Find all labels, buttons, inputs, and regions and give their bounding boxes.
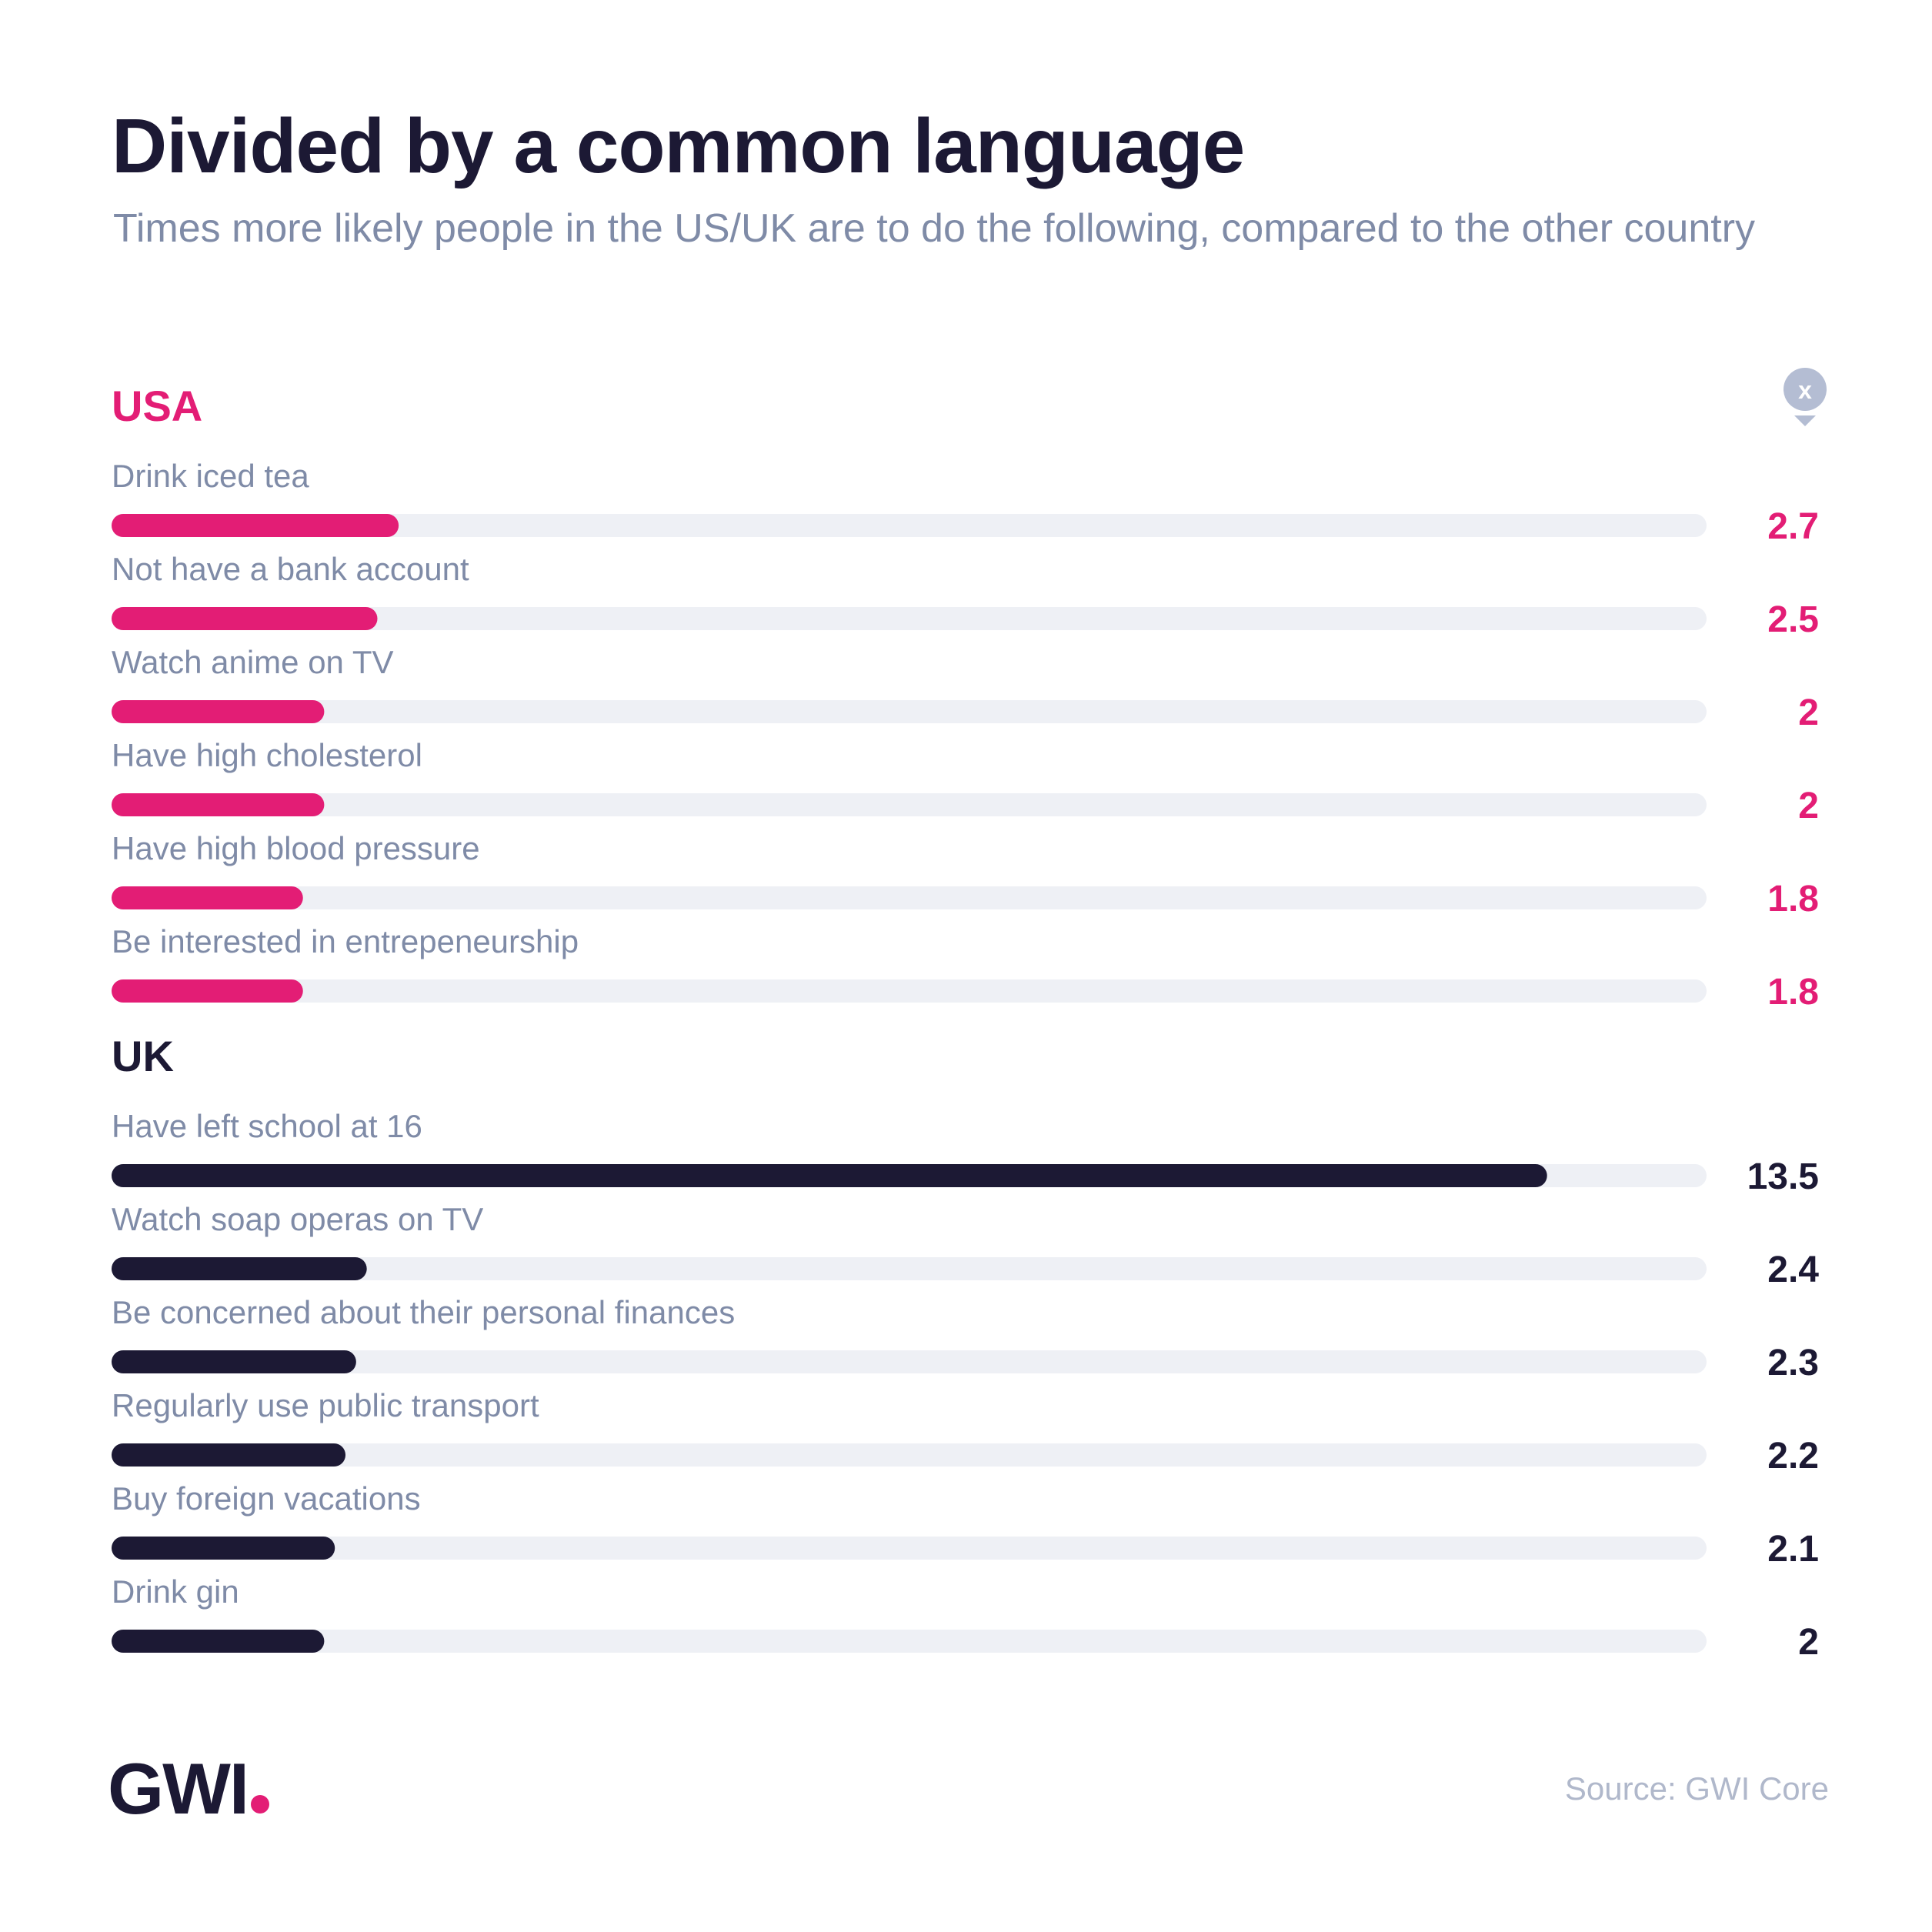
bar-track-be-interested-in-entrepeneurship: [112, 979, 1707, 1003]
source-note: Source: GWI Core: [1564, 1770, 1829, 1807]
bar-have-high-blood-pressure: [112, 886, 303, 909]
value-label-not-have-a-bank-account: 2.5: [1767, 599, 1819, 640]
category-label-have-high-cholesterol: Have high cholesterol: [112, 737, 422, 773]
value-label-regularly-use-public-transport: 2.2: [1767, 1436, 1819, 1477]
category-label-watch-anime-on-tv: Watch anime on TV: [112, 644, 394, 680]
value-label-have-high-cholesterol: 2: [1798, 786, 1819, 826]
svg-text:x: x: [1798, 376, 1812, 404]
bar-watch-anime-on-tv: [112, 700, 325, 723]
value-label-watch-soap-operas-on-tv: 2.4: [1767, 1250, 1819, 1290]
category-label-be-interested-in-entrepeneurship: Be interested in entrepeneurship: [112, 923, 579, 959]
bar-drink-iced-tea: [112, 514, 399, 537]
bar-track-be-concerned-about-their-personal-finances: [112, 1350, 1707, 1373]
value-label-be-interested-in-entrepeneurship: 1.8: [1767, 972, 1819, 1013]
value-label-buy-foreign-vacations: 2.1: [1767, 1529, 1819, 1570]
category-label-drink-iced-tea: Drink iced tea: [112, 458, 309, 494]
section-heading-usa: USA: [112, 382, 203, 430]
bar-not-have-a-bank-account: [112, 607, 378, 630]
section-heading-uk: UK: [112, 1032, 174, 1080]
value-label-have-left-school-at-16: 13.5: [1747, 1156, 1819, 1197]
bar-track-not-have-a-bank-account: [112, 607, 1707, 630]
bar-track-have-high-blood-pressure: [112, 886, 1707, 909]
category-label-have-high-blood-pressure: Have high blood pressure: [112, 830, 480, 866]
gwi-logo: GWI: [108, 1753, 269, 1825]
chart-title: Divided by a common language: [112, 103, 1245, 189]
category-label-regularly-use-public-transport: Regularly use public transport: [112, 1387, 539, 1423]
bar-track-watch-anime-on-tv: [112, 700, 1707, 723]
bar-buy-foreign-vacations: [112, 1537, 335, 1560]
bar-track-watch-soap-operas-on-tv: [112, 1257, 1707, 1280]
bar-track-buy-foreign-vacations: [112, 1537, 1707, 1560]
bar-have-left-school-at-16: [112, 1164, 1547, 1187]
x-icon[interactable]: x: [1784, 368, 1827, 428]
category-label-have-left-school-at-16: Have left school at 16: [112, 1108, 422, 1144]
bar-be-interested-in-entrepeneurship: [112, 979, 303, 1003]
category-label-drink-gin: Drink gin: [112, 1573, 239, 1610]
chart-subtitle: Times more likely people in the US/UK ar…: [113, 206, 1756, 251]
category-label-buy-foreign-vacations: Buy foreign vacations: [112, 1480, 421, 1517]
bar-track-drink-gin: [112, 1630, 1707, 1653]
category-label-be-concerned-about-their-personal-finances: Be concerned about their personal financ…: [112, 1294, 735, 1330]
category-label-watch-soap-operas-on-tv: Watch soap operas on TV: [112, 1201, 483, 1237]
value-label-drink-iced-tea: 2.7: [1767, 506, 1819, 547]
bar-track-have-high-cholesterol: [112, 793, 1707, 816]
bar-drink-gin: [112, 1630, 325, 1653]
category-label-not-have-a-bank-account: Not have a bank account: [112, 551, 469, 587]
bar-track-regularly-use-public-transport: [112, 1443, 1707, 1467]
bar-watch-soap-operas-on-tv: [112, 1257, 367, 1280]
logo-text: GWI: [108, 1748, 249, 1829]
bar-regularly-use-public-transport: [112, 1443, 346, 1467]
value-label-drink-gin: 2: [1798, 1622, 1819, 1663]
value-label-watch-anime-on-tv: 2: [1798, 692, 1819, 733]
value-label-have-high-blood-pressure: 1.8: [1767, 879, 1819, 919]
value-label-be-concerned-about-their-personal-finances: 2.3: [1767, 1343, 1819, 1383]
logo-dot: [250, 1795, 269, 1814]
bar-track-drink-iced-tea: [112, 514, 1707, 537]
bar-be-concerned-about-their-personal-finances: [112, 1350, 356, 1373]
bar-have-high-cholesterol: [112, 793, 325, 816]
